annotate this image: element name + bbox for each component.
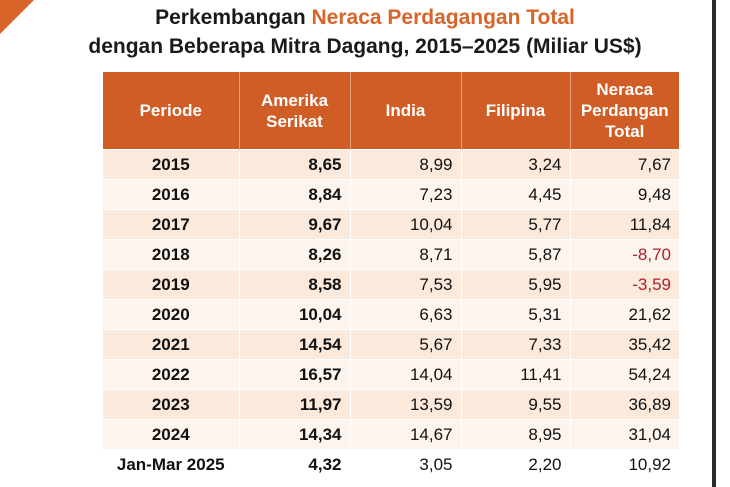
table-row: 2024 14,34 14,67 8,95 31,04 (103, 419, 679, 450)
corner-decoration (0, 0, 34, 34)
title-prefix: Perkembangan (155, 6, 312, 29)
value-cell: 36,89 (569, 389, 679, 420)
value-cell: 31,04 (569, 419, 679, 450)
period-cell: Jan-Mar 2025 (103, 449, 239, 479)
value-cell: 10,04 (238, 299, 350, 330)
value-cell: 8,65 (238, 149, 350, 180)
table-row: 2023 11,97 13,59 9,55 36,89 (103, 389, 679, 420)
value-cell: 21,62 (569, 299, 679, 330)
value-cell: 14,04 (349, 359, 461, 390)
period-cell: 2016 (103, 179, 239, 210)
chart-title-line2: dengan Beberapa Mitra Dagang, 2015–2025 … (88, 35, 642, 58)
column-header: India (349, 72, 461, 150)
period-cell: 2017 (103, 209, 239, 240)
value-cell: 11,84 (569, 209, 679, 240)
value-cell: 7,67 (569, 149, 679, 180)
column-header-text: India (385, 101, 426, 120)
value-cell: 54,24 (569, 359, 679, 390)
value-cell: 9,55 (460, 389, 570, 420)
trade-balance-table: Periode Amerika Serikat India Filipina Neraca… (103, 72, 679, 479)
value-cell: 14,54 (238, 329, 350, 360)
period-cell: 2022 (103, 359, 239, 390)
value-cell: 13,59 (349, 389, 461, 420)
value-cell: 7,33 (460, 329, 570, 360)
column-header-text: Periode (139, 101, 202, 120)
value-cell: 6,63 (349, 299, 461, 330)
title-accent: Neraca Perdagangan Total (311, 6, 575, 29)
value-cell: 3,05 (349, 449, 461, 479)
period-cell: 2019 (103, 269, 239, 300)
table-row: 2017 9,67 10,04 5,77 11,84 (103, 209, 679, 240)
value-cell: 4,32 (238, 449, 350, 479)
value-cell: 3,24 (460, 149, 570, 180)
value-cell: 14,67 (349, 419, 461, 450)
table-body: 2015 8,65 8,99 3,24 7,67 2016 8,84 7,23 4,45 9,48… (103, 149, 679, 479)
column-header: Filipina (460, 72, 570, 150)
table-row: Jan-Mar 2025 4,32 3,05 2,20 10,92 (103, 449, 679, 479)
column-header: Neraca Perdangan Total (569, 72, 679, 150)
value-cell: 35,42 (569, 329, 679, 360)
value-cell: 9,67 (238, 209, 350, 240)
value-cell: 4,45 (460, 179, 570, 210)
value-cell: 8,58 (238, 269, 350, 300)
value-cell: 8,71 (349, 239, 461, 270)
value-cell: 5,77 (460, 209, 570, 240)
value-cell: 5,87 (460, 239, 570, 270)
column-header: Amerika Serikat (238, 72, 350, 150)
value-cell: 10,92 (569, 449, 679, 479)
table-row: 2016 8,84 7,23 4,45 9,48 (103, 179, 679, 210)
period-cell: 2024 (103, 419, 239, 450)
value-cell: 8,84 (238, 179, 350, 210)
column-header-text: Filipina (485, 101, 546, 120)
value-cell: 8,99 (349, 149, 461, 180)
table-row: 2018 8,26 8,71 5,87 -8,70 (103, 239, 679, 270)
value-cell: 8,95 (460, 419, 570, 450)
period-cell: 2021 (103, 329, 239, 360)
right-edge-bar (712, 0, 716, 487)
column-header-text: Amerika (260, 90, 329, 110)
chart-title-line1: Perkembangan Neraca Perdagangan Total (0, 6, 730, 30)
value-cell: 16,57 (238, 359, 350, 390)
column-header: Periode (103, 72, 239, 150)
table-row: 2021 14,54 5,67 7,33 35,42 (103, 329, 679, 360)
table-row: 2019 8,58 7,53 5,95 -3,59 (103, 269, 679, 300)
value-cell: 7,23 (349, 179, 461, 210)
value-cell: 5,67 (349, 329, 461, 360)
column-header-text: Neraca (596, 80, 654, 99)
table-row: 2015 8,65 8,99 3,24 7,67 (103, 149, 679, 180)
column-header-text: Total (605, 122, 645, 141)
column-header-text: Perdangan (580, 101, 669, 120)
table-row: 2020 10,04 6,63 5,31 21,62 (103, 299, 679, 330)
column-header-text: Serikat (266, 111, 323, 131)
period-cell: 2023 (103, 389, 239, 420)
value-cell: 14,34 (238, 419, 350, 450)
table-header-row: Periode Amerika Serikat India Filipina Neraca… (103, 72, 679, 150)
value-cell: -8,70 (569, 239, 679, 270)
value-cell: 5,31 (460, 299, 570, 330)
value-cell: 9,48 (569, 179, 679, 210)
value-cell: 11,97 (238, 389, 350, 420)
value-cell: 2,20 (460, 449, 570, 479)
period-cell: 2015 (103, 149, 239, 180)
value-cell: -3,59 (569, 269, 679, 300)
value-cell: 8,26 (238, 239, 350, 270)
value-cell: 10,04 (349, 209, 461, 240)
period-cell: 2018 (103, 239, 239, 270)
table-row: 2022 16,57 14,04 11,41 54,24 (103, 359, 679, 390)
value-cell: 11,41 (460, 359, 570, 390)
period-cell: 2020 (103, 299, 239, 330)
value-cell: 5,95 (460, 269, 570, 300)
value-cell: 7,53 (349, 269, 461, 300)
